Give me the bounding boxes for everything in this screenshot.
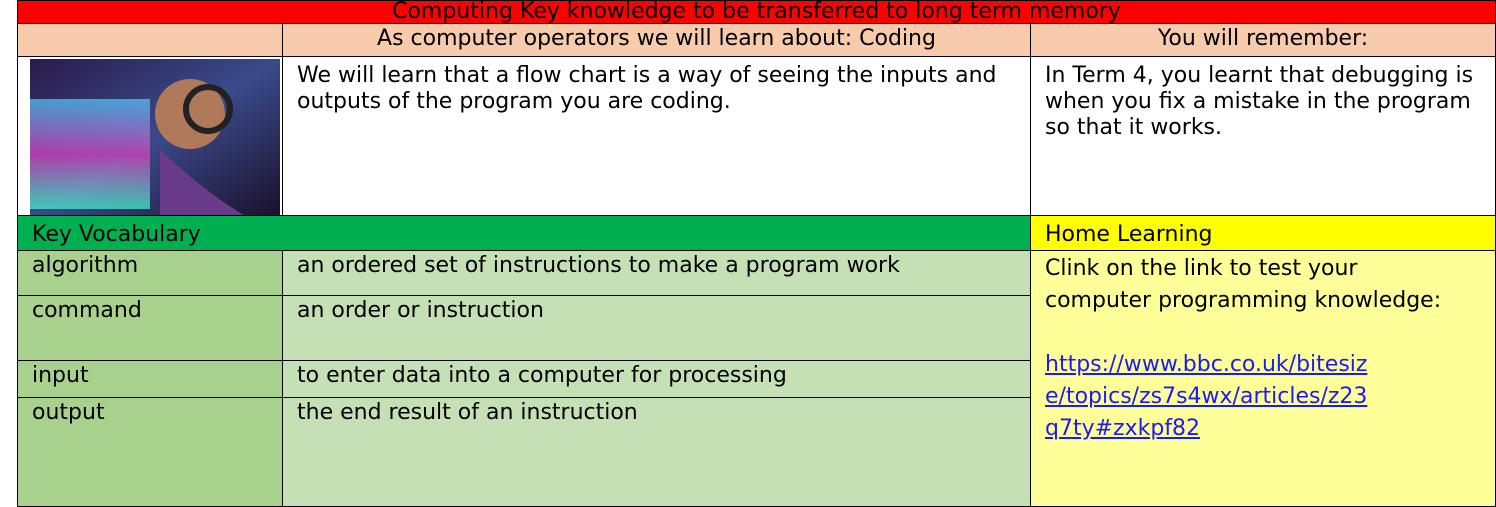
definition: the end result of an instruction (282, 397, 1031, 507)
home-learning-text: Clink on the link to test your computer … (1045, 256, 1442, 313)
term: input (17, 360, 283, 398)
illustration (30, 59, 280, 215)
term: algorithm (17, 250, 283, 296)
image-cell (17, 56, 283, 216)
link[interactable]: https://www.bbc.co.uk/bitesize/topics/zs… (1045, 352, 1368, 441)
home-learning-body: Clink on the link to test your computer … (1030, 250, 1496, 507)
home-learning-heading: Home Learning (1030, 215, 1496, 251)
definition: an ordered set of instructions to make a… (282, 250, 1031, 296)
title: Computing Key knowledge to be transferre… (17, 0, 1496, 24)
definition: to enter data into a computer for proces… (282, 360, 1031, 398)
remember-text: In Term 4, you learnt that debugging is … (1030, 56, 1496, 216)
vocabulary-heading: Key Vocabulary (17, 215, 1031, 251)
remember-heading: You will remember: (1030, 23, 1496, 57)
learn-heading: As computer operators we will learn abou… (282, 23, 1031, 57)
definition: an order or instruction (282, 295, 1031, 361)
learn-text: We will learn that a flow chart is a way… (282, 56, 1031, 216)
term: output (17, 397, 283, 507)
blank-heading (17, 23, 283, 57)
term: command (17, 295, 283, 361)
